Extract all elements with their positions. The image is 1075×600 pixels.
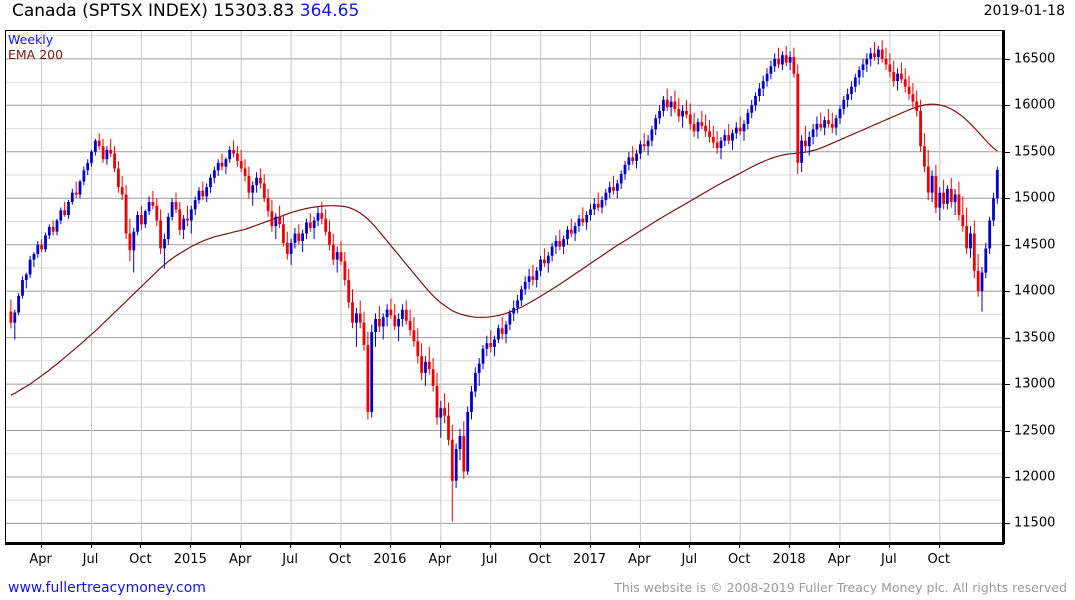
x-tick-label: Jul: [681, 552, 698, 567]
copyright-notice: This website is © 2008-2019 Fuller Treac…: [614, 580, 1067, 595]
x-tick-mark: [439, 543, 441, 548]
x-tick-label: Jul: [481, 552, 498, 567]
y-tick-label: 14000: [1014, 283, 1056, 299]
y-tick-mark: [1004, 291, 1010, 293]
x-tick-label: Oct: [727, 552, 751, 567]
x-tick-label: Apr: [228, 552, 252, 567]
chart-gridlines: [6, 31, 1002, 542]
x-axis: Apr Jul Oct 2015 Apr Jul Oct 2016 Apr Jul Oct 2017 A…: [5, 543, 1003, 569]
price-change: 364.65: [299, 1, 360, 21]
y-tick-label: 15500: [1014, 144, 1056, 160]
y-tick-label: 13000: [1014, 376, 1056, 392]
y-tick-mark: [1004, 151, 1010, 153]
chart-plot-area[interactable]: [5, 30, 1003, 543]
x-tick-label: Jul: [282, 552, 298, 567]
y-tick-mark: [1004, 523, 1010, 525]
x-tick-mark: [938, 543, 940, 548]
x-tick-mark: [340, 543, 341, 548]
y-tick-mark: [1004, 384, 1010, 386]
y-tick-label: 15000: [1014, 190, 1056, 206]
x-tick-mark: [739, 543, 741, 548]
x-tick-mark: [90, 543, 92, 548]
x-tick-label: Oct: [927, 552, 951, 567]
y-tick-mark: [1004, 477, 1010, 478]
x-tick-mark: [190, 543, 192, 548]
y-tick-label: 11500: [1014, 515, 1056, 531]
y-tick-label: 14500: [1014, 237, 1056, 253]
x-tick-mark: [240, 543, 242, 548]
x-tick-label: Jul: [881, 552, 897, 567]
x-tick-mark: [140, 543, 142, 548]
x-tick-label: Oct: [328, 552, 352, 567]
x-tick-mark: [789, 543, 791, 548]
instrument-name: Canada (SPTSX INDEX): [12, 1, 208, 21]
site-url[interactable]: www.fullertreacymoney.com: [8, 580, 206, 596]
x-tick-label: Apr: [827, 552, 851, 567]
y-tick-mark: [1004, 58, 1010, 60]
x-tick-label: 2018: [772, 552, 806, 567]
last-price: 15303.83: [213, 1, 295, 21]
y-tick-label: 16500: [1014, 51, 1056, 67]
y-tick-mark: [1004, 337, 1010, 339]
y-tick-mark: [1004, 198, 1010, 200]
x-tick-mark: [888, 543, 890, 548]
y-tick-label: 13500: [1014, 330, 1056, 346]
x-tick-mark: [689, 543, 691, 548]
chart-title: Canada (SPTSX INDEX) 15303.83 364.65: [12, 1, 359, 21]
y-axis: 11500 12000 12500 13000 13500 14000 14500 15000…: [1004, 30, 1075, 544]
x-tick-mark: [589, 543, 591, 548]
x-tick-mark: [489, 543, 491, 548]
x-tick-label: 2015: [173, 552, 207, 567]
x-tick-label: 2017: [572, 552, 607, 567]
x-tick-label: Apr: [628, 552, 651, 567]
x-tick-mark: [639, 543, 641, 548]
x-axis-line: [5, 543, 1004, 545]
x-tick-label: 2016: [373, 552, 407, 567]
y-tick-mark: [1004, 430, 1010, 432]
y-tick-label: 12000: [1014, 469, 1056, 485]
y-tick-mark: [1004, 244, 1010, 246]
chart-header: Canada (SPTSX INDEX) 15303.83 364.65 201…: [0, 0, 1075, 26]
x-tick-mark: [389, 543, 391, 548]
y-tick-label: 16000: [1014, 97, 1056, 113]
x-tick-label: Oct: [528, 552, 551, 567]
x-tick-mark: [40, 543, 42, 548]
y-axis-line: [1003, 30, 1005, 544]
x-tick-label: Apr: [428, 552, 452, 567]
x-tick-label: Jul: [82, 552, 99, 567]
x-tick-mark: [539, 543, 541, 548]
chart-series-layer: [9, 40, 999, 522]
x-tick-label: Oct: [129, 552, 152, 567]
as-of-date: 2019-01-18: [983, 3, 1065, 19]
y-tick-label: 12500: [1014, 423, 1056, 438]
x-tick-mark: [290, 543, 292, 548]
x-tick-mark: [839, 543, 840, 548]
y-tick-mark: [1004, 105, 1010, 107]
x-tick-label: Apr: [29, 552, 52, 567]
